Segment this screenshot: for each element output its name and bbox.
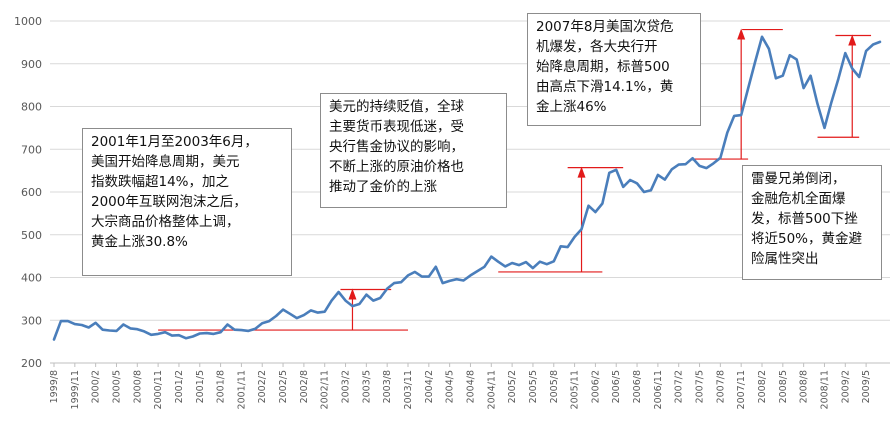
arrow-2005-2006-head	[577, 166, 586, 178]
x-tick-label: 2007/8	[715, 370, 726, 403]
x-tick-label: 2005/11	[570, 370, 581, 409]
x-tick-label: 2008/5	[778, 370, 789, 403]
annotation-box-2001: 2001年1月至2003年6月， 美国开始降息周期，美元 指数跌幅超14%，加之…	[82, 128, 292, 276]
annotation-markers	[158, 28, 872, 331]
y-tick-label: 800	[21, 101, 42, 114]
x-tick-label: 2000/11	[153, 370, 164, 409]
x-tick-label: 2001/2	[174, 370, 185, 403]
x-axis: 1999/8 1999/11 2000/2 2000/5 2000/8 2000/11 20…	[49, 362, 890, 409]
x-tick-label: 2008/8	[799, 370, 810, 403]
y-tick-label: 600	[21, 186, 42, 199]
x-tick-label: 2002/2	[257, 370, 268, 403]
x-tick-label: 2005/5	[528, 370, 539, 403]
arrow-2007-2008-head	[737, 28, 746, 40]
y-tick-label: 900	[21, 58, 42, 71]
x-tick-label: 1999/11	[70, 370, 81, 409]
x-tick-label: 2009/5	[861, 370, 872, 403]
x-tick-label: 2006/8	[632, 370, 643, 403]
x-tick-label: 1999/8	[49, 370, 60, 403]
gold-price-line	[52, 35, 882, 341]
x-tick-label: 2002/5	[278, 370, 289, 403]
x-tick-label: 2003/11	[403, 370, 414, 409]
x-tick-label: 2003/8	[382, 370, 393, 403]
x-tick-label: 2000/8	[132, 370, 143, 403]
x-tick-label: 2007/5	[695, 370, 706, 403]
x-tick-label: 2004/2	[424, 370, 435, 403]
annotation-box-2007: 2007年8月美国次贷危 机爆发，各大央行开 始降息周期，标普500 由高点下滑…	[527, 13, 701, 126]
y-tick-label: 700	[21, 143, 42, 156]
y-tick-label: 300	[21, 314, 42, 327]
x-tick-label: 2007/2	[674, 370, 685, 403]
x-tick-label: 2004/5	[445, 370, 456, 403]
x-tick-label: 2002/11	[320, 370, 331, 409]
x-tick-label: 2001/5	[195, 370, 206, 403]
x-tick-label: 2006/5	[611, 370, 622, 403]
y-tick-label: 400	[21, 272, 42, 285]
x-tick-label: 2000/5	[111, 370, 122, 403]
arrow-2008-2009-head	[848, 34, 857, 46]
x-tick-label: 2008/2	[757, 370, 768, 403]
annotation-box-dollar: 美元的持续贬值，全球 主要货币表现低迷，受 央行售金协议的影响， 不断上涨的原油…	[320, 93, 507, 208]
x-tick-label: 2003/2	[341, 370, 352, 403]
x-tick-label: 2005/8	[549, 370, 560, 403]
x-tick-label: 2002/8	[299, 370, 310, 403]
x-tick-label: 2009/2	[840, 370, 851, 403]
annotation-box-lehman: 雷曼兄弟倒闭， 金融危机全面爆 发，标普500下挫 将近50%，黄金避 险属性突…	[742, 165, 882, 280]
x-tick-label: 2001/8	[216, 370, 227, 403]
arrow-2001-2003-head	[348, 288, 357, 300]
x-tick-label: 2004/8	[465, 370, 476, 403]
x-tick-label: 2004/11	[486, 370, 497, 409]
y-tick-label: 1000	[14, 15, 42, 28]
y-tick-label: 500	[21, 229, 42, 242]
y-tick-label: 200	[21, 357, 42, 370]
y-axis: 200 300 400 500 600 700 800 900 1000	[14, 15, 42, 370]
x-tick-label: 2001/11	[236, 370, 247, 409]
x-tick-label: 2006/11	[653, 370, 664, 409]
x-tick-label: 2007/11	[736, 370, 747, 409]
x-tick-label: 2003/5	[361, 370, 372, 403]
x-tick-label: 2008/11	[819, 370, 830, 409]
x-tick-label: 2006/2	[590, 370, 601, 403]
x-tick-label: 2000/2	[91, 370, 102, 403]
x-tick-label: 2005/2	[507, 370, 518, 403]
